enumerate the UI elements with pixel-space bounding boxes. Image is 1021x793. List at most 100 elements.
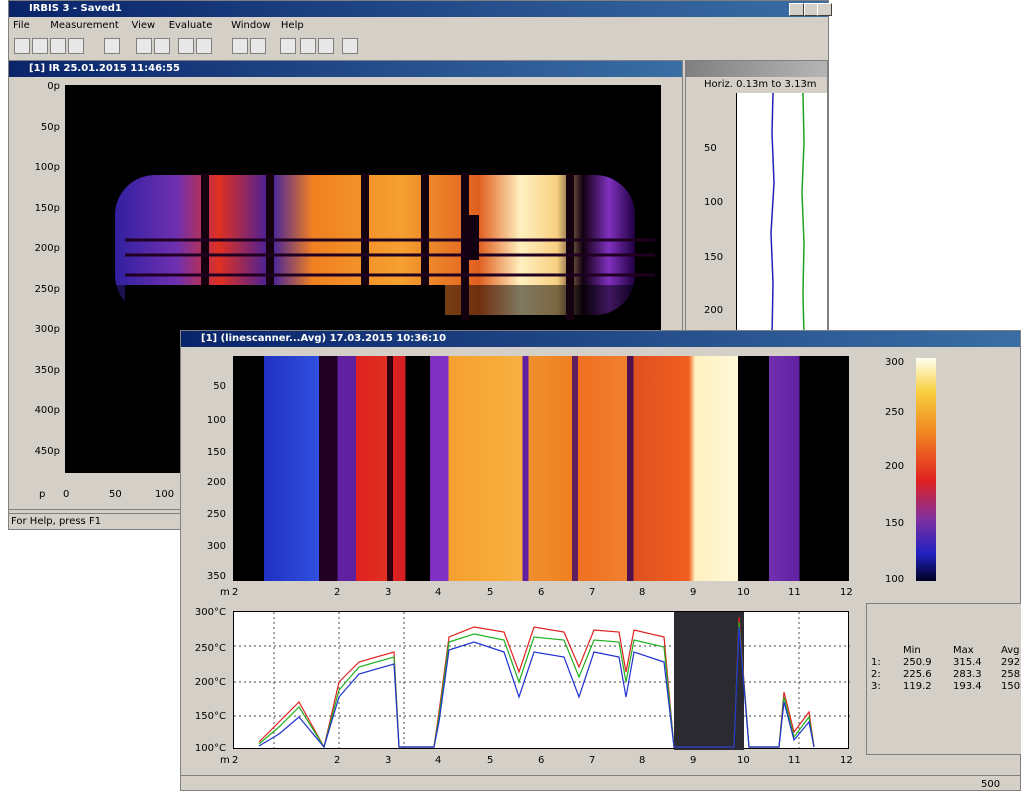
- profile-plot: [736, 93, 827, 336]
- menu-item[interactable]: File: [13, 20, 30, 32]
- toolbar-button[interactable]: [104, 38, 120, 54]
- x-tick-label: 8: [639, 587, 645, 599]
- toolbar-button[interactable]: [250, 38, 266, 54]
- table-cell: 193.4: [953, 681, 982, 693]
- x-tick-label: 9: [690, 587, 696, 599]
- toolbar-button[interactable]: [32, 38, 48, 54]
- menu-item[interactable]: Evaluate: [169, 20, 213, 32]
- close-button[interactable]: [817, 3, 832, 16]
- colorbar: [916, 358, 936, 581]
- menu-item[interactable]: Measurement: [50, 20, 119, 32]
- x-tick-label: m: [220, 587, 230, 599]
- plot-x-label: 6: [538, 755, 544, 767]
- x-tick-label: 100: [155, 489, 174, 501]
- linescan-status-value: 500: [981, 779, 1000, 791]
- toolbar-button[interactable]: [50, 38, 66, 54]
- stats-box: [866, 603, 1021, 755]
- linescan-title: [1] (linescanner...Avg) 17.03.2015 10:36…: [181, 331, 1020, 347]
- y-tick-label: 100: [207, 415, 226, 427]
- plot-x-label: 9: [690, 755, 696, 767]
- plot-y-label: 150°C: [195, 711, 226, 723]
- x-tick-label: 2: [232, 587, 238, 599]
- temperature-plot: [233, 611, 849, 749]
- colorbar-label: 100: [885, 574, 904, 586]
- colorbar-label: 200: [885, 461, 904, 473]
- plot-y-label: 200°C: [195, 677, 226, 689]
- toolbar-button[interactable]: [280, 38, 296, 54]
- table-cell: 225.6: [903, 669, 932, 681]
- toolbar-button[interactable]: [300, 38, 316, 54]
- y-tick-label: 350p: [35, 365, 60, 377]
- platform: [125, 285, 445, 325]
- table-header: Avg: [1001, 645, 1020, 657]
- y-tick-label: 50p: [41, 122, 60, 134]
- plot-x-label: 12: [840, 755, 853, 767]
- x-tick-label: 11: [788, 587, 801, 599]
- toolbar-button[interactable]: [136, 38, 152, 54]
- colorbar-label: 300: [885, 357, 904, 369]
- x-tick-label: 2: [334, 587, 340, 599]
- profile-lines: [737, 93, 827, 336]
- colorbar-label: 250: [885, 407, 904, 419]
- linescan-image: [233, 356, 849, 581]
- x-tick-label: 12: [840, 587, 853, 599]
- plot-grid: [234, 612, 850, 750]
- toolbar-button[interactable]: [232, 38, 248, 54]
- table-cell: 119.2: [903, 681, 932, 693]
- table-cell: 315.4: [953, 657, 982, 669]
- toolbar-button[interactable]: [196, 38, 212, 54]
- app-title: IRBIS 3 - Saved1: [9, 1, 828, 17]
- table-cell: 150: [1001, 681, 1020, 693]
- y-tick-label: 450p: [35, 446, 60, 458]
- y-tick-label: 100p: [35, 162, 60, 174]
- toolbar-button[interactable]: [154, 38, 170, 54]
- table-cell: 283.3: [953, 669, 982, 681]
- plot-x-label: m: [220, 755, 230, 767]
- x-tick-label: 10: [737, 587, 750, 599]
- toolbar-button[interactable]: [68, 38, 84, 54]
- plot-x-label: 11: [788, 755, 801, 767]
- plot-x-label: 2: [334, 755, 340, 767]
- toolbar-button[interactable]: [342, 38, 358, 54]
- status-text: For Help, press F1: [11, 516, 101, 528]
- image-window-title: [1] IR 25.01.2015 11:46:55: [9, 61, 682, 77]
- y-tick-label: 250p: [35, 284, 60, 296]
- table-cell: 250.9: [903, 657, 932, 669]
- hot-region: [674, 612, 744, 750]
- plot-x-label: 4: [435, 755, 441, 767]
- table-cell: 258: [1001, 669, 1020, 681]
- table-cell: 1:: [871, 657, 881, 669]
- table-cell: 292: [1001, 657, 1020, 669]
- plot-x-label: 8: [639, 755, 645, 767]
- colorbar-label: 150: [885, 518, 904, 530]
- menu-item[interactable]: Window: [231, 20, 270, 32]
- x-tick-label: 6: [538, 587, 544, 599]
- toolbar-button[interactable]: [178, 38, 194, 54]
- menu-item[interactable]: Help: [281, 20, 304, 32]
- linescan-window: [1] (linescanner...Avg) 17.03.2015 10:36…: [180, 330, 1021, 791]
- menu-item[interactable]: View: [132, 20, 156, 32]
- y-tick-label: 0p: [47, 81, 60, 93]
- x-tick-label: p: [39, 489, 45, 501]
- x-tick-label: 3: [385, 587, 391, 599]
- y-tick-label: 50: [704, 143, 717, 155]
- plot-x-label: 7: [589, 755, 595, 767]
- plot-y-label: 300°C: [195, 607, 226, 619]
- y-tick-label: 200: [704, 305, 723, 317]
- y-tick-label: 250: [207, 509, 226, 521]
- toolbar-button[interactable]: [14, 38, 30, 54]
- table-cell: 3:: [871, 681, 881, 693]
- table-header: Max: [953, 645, 974, 657]
- y-tick-label: 150: [207, 447, 226, 459]
- minimize-button[interactable]: [789, 3, 804, 16]
- x-tick-label: 5: [487, 587, 493, 599]
- screen: IRBIS 3 - Saved1 File Measurement View Eval…: [0, 0, 1021, 791]
- y-tick-label: 100: [704, 197, 723, 209]
- y-tick-label: 200: [207, 477, 226, 489]
- toolbar-button[interactable]: [318, 38, 334, 54]
- plot-x-label: 3: [385, 755, 391, 767]
- linescan-status: 500: [181, 775, 1021, 793]
- plot-y-label: 100°C: [195, 743, 226, 755]
- x-tick-label: 50: [109, 489, 122, 501]
- y-tick-label: 350: [207, 571, 226, 583]
